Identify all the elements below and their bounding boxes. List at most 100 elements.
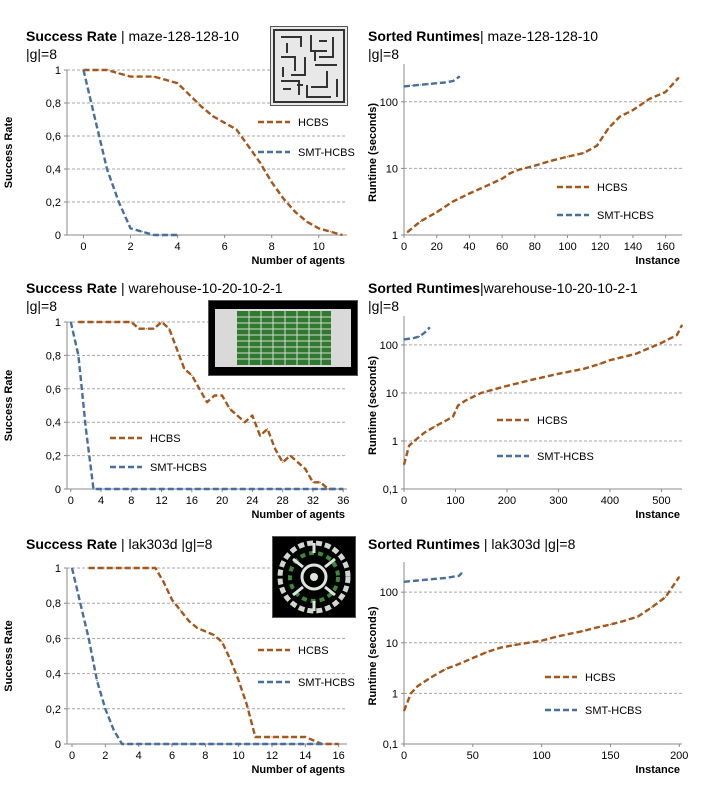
data-point — [534, 165, 536, 167]
data-point — [676, 334, 678, 336]
y-tick-label: 0,4 — [46, 417, 61, 429]
x-tick-label: 2 — [127, 241, 133, 253]
data-point — [294, 211, 296, 213]
data-point — [452, 200, 454, 202]
chart-title-bold: Success Rate — [26, 536, 118, 552]
data-point — [183, 368, 185, 370]
data-point — [410, 692, 412, 694]
chart-title-rest: | lak303d |g|=8 — [117, 536, 213, 552]
data-point — [461, 572, 463, 574]
chart-subtitle: |g|=8 — [26, 298, 58, 314]
series-line-hcbs — [78, 320, 336, 491]
x-tick-label: 80 — [529, 241, 541, 253]
data-point — [204, 630, 206, 632]
data-point — [229, 658, 231, 661]
y-axis-label: Runtime (seconds) — [367, 606, 379, 705]
data-point — [163, 581, 165, 583]
warehouse-thumbnail — [208, 300, 358, 376]
data-point — [583, 152, 585, 154]
data-point — [427, 83, 430, 85]
data-point — [224, 122, 226, 124]
x-axis-label: Instance — [635, 255, 680, 267]
data-point — [637, 615, 639, 618]
series-line-hcbs — [402, 576, 681, 712]
data-point — [71, 567, 73, 569]
data-point — [486, 651, 488, 653]
data-point — [271, 181, 273, 183]
data-point — [406, 231, 408, 233]
data-point — [678, 576, 680, 578]
data-point — [480, 392, 482, 394]
x-tick-label: 4 — [136, 750, 142, 762]
data-point — [188, 94, 190, 96]
data-point — [121, 743, 123, 745]
series-line-hcbs — [402, 324, 684, 466]
data-point — [282, 461, 284, 463]
y-tick-label: 0,4 — [46, 669, 61, 681]
data-point — [541, 640, 543, 642]
data-point — [141, 76, 143, 78]
x-axis-label: Instance — [635, 509, 680, 521]
data-point — [177, 82, 179, 84]
data-point — [513, 644, 515, 646]
data-point — [458, 663, 460, 665]
data-point — [472, 657, 474, 659]
x-tick-label: 200 — [498, 495, 516, 507]
data-point — [246, 704, 248, 706]
data-point — [213, 634, 215, 636]
x-tick-label: 12 — [266, 750, 278, 762]
data-point — [458, 575, 460, 577]
data-point — [200, 105, 202, 107]
data-point — [221, 394, 223, 397]
legend-label: SMT-HCBS — [537, 451, 594, 463]
y-tick-label: 0 — [55, 739, 61, 751]
y-tick-label: 0,8 — [46, 350, 61, 362]
data-point — [130, 321, 132, 323]
y-tick-label: 0,2 — [46, 197, 61, 209]
data-point — [236, 414, 238, 417]
y-tick-label: 0,6 — [46, 131, 61, 143]
y-axis-label: Runtime (seconds) — [367, 103, 379, 202]
series-line-smt-hcbs — [82, 69, 178, 237]
x-axis-label: Number of agents — [251, 509, 345, 521]
chart-subtitle: |g|=8 — [368, 46, 400, 62]
data-point — [214, 394, 216, 397]
legend-label: SMT-HCBS — [298, 147, 355, 159]
data-point — [238, 680, 240, 682]
x-tick-label: 40 — [463, 241, 475, 253]
data-point — [424, 332, 426, 334]
x-tick-label: 0 — [80, 241, 86, 253]
chart-title: Success Rate | maze-128-128-10 — [26, 28, 239, 45]
data-point — [434, 425, 436, 428]
data-point — [619, 116, 621, 118]
legend-label: HCBS — [597, 182, 628, 194]
chart-title-bold: Success Rate — [26, 280, 118, 296]
y-tick-label: 0,8 — [46, 598, 61, 610]
data-point — [403, 581, 405, 583]
x-axis-label: Number of agents — [251, 255, 345, 267]
data-point — [632, 109, 634, 111]
x-tick-label: 10 — [313, 241, 325, 253]
series-line-hcbs — [88, 566, 339, 746]
chart-title: Sorted Runtimes| maze-128-128-10 — [368, 28, 598, 45]
x-tick-label: 16 — [333, 750, 345, 762]
legend-label: HCBS — [150, 433, 181, 445]
data-point — [318, 227, 320, 229]
chart-title-bold: Sorted Runtimes — [368, 536, 481, 552]
data-point — [413, 440, 415, 442]
x-tick-label: 36 — [337, 495, 349, 507]
data-point — [599, 363, 601, 365]
data-point — [609, 623, 611, 626]
data-point — [297, 461, 299, 463]
x-tick-label: 6 — [169, 750, 175, 762]
data-point — [266, 428, 269, 430]
data-point — [168, 328, 170, 330]
x-tick-label: 24 — [246, 495, 258, 507]
data-point — [177, 234, 179, 236]
data-point — [254, 736, 256, 738]
x-tick-label: 4 — [175, 241, 181, 253]
data-point — [206, 401, 208, 403]
x-tick-label: 500 — [652, 495, 670, 507]
data-point — [312, 481, 314, 483]
y-tick-label: 1 — [55, 563, 61, 575]
